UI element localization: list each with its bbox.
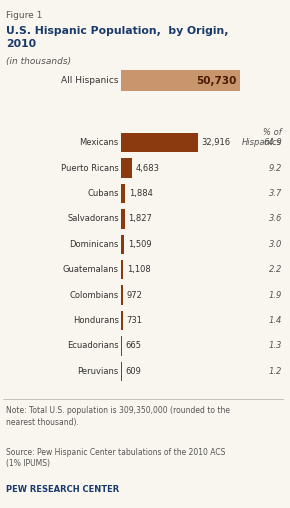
Text: % of
Hispanics: % of Hispanics: [242, 128, 282, 147]
Text: 1,884: 1,884: [129, 189, 153, 198]
Text: Colombians: Colombians: [70, 291, 119, 300]
Text: 1,827: 1,827: [128, 214, 152, 224]
Text: PEW RESEARCH CENTER: PEW RESEARCH CENTER: [6, 485, 119, 494]
Bar: [121, 235, 124, 254]
Text: Source: Pew Hispanic Center tabulations of the 2010 ACS
(1% IPUMS): Source: Pew Hispanic Center tabulations …: [6, 448, 225, 468]
Text: 972: 972: [126, 291, 142, 300]
Bar: [121, 362, 122, 381]
Text: Figure 1: Figure 1: [6, 11, 42, 20]
Text: Peruvians: Peruvians: [77, 367, 119, 376]
Bar: [121, 184, 125, 203]
Text: U.S. Hispanic Population,  by Origin,
2010: U.S. Hispanic Population, by Origin, 201…: [6, 26, 228, 49]
Text: All Hispanics: All Hispanics: [61, 76, 119, 85]
Text: Ecuadorians: Ecuadorians: [67, 341, 119, 351]
Text: 1.9: 1.9: [269, 291, 282, 300]
Text: 609: 609: [126, 367, 142, 376]
Text: (in thousands): (in thousands): [6, 57, 71, 66]
Text: Hondurans: Hondurans: [73, 316, 119, 325]
Text: 731: 731: [126, 316, 142, 325]
Text: 50,730: 50,730: [196, 76, 236, 86]
Text: Cubans: Cubans: [87, 189, 119, 198]
Text: Guatemalans: Guatemalans: [63, 265, 119, 274]
Bar: [121, 133, 198, 152]
Bar: [121, 311, 122, 330]
Text: 1.3: 1.3: [269, 341, 282, 351]
Bar: [121, 260, 123, 279]
Bar: [121, 209, 125, 229]
Bar: [121, 158, 132, 178]
Text: Dominicans: Dominicans: [69, 240, 119, 249]
Text: 3.0: 3.0: [269, 240, 282, 249]
Bar: [121, 285, 123, 305]
Text: 9.2: 9.2: [269, 164, 282, 173]
Bar: [121, 336, 122, 356]
Text: Puerto Ricans: Puerto Ricans: [61, 164, 119, 173]
Text: 64.9: 64.9: [263, 138, 282, 147]
Text: 2.2: 2.2: [269, 265, 282, 274]
Text: 665: 665: [126, 341, 142, 351]
Text: 4,683: 4,683: [135, 164, 159, 173]
Text: 1.4: 1.4: [269, 316, 282, 325]
Text: 32,916: 32,916: [201, 138, 231, 147]
Bar: [121, 70, 240, 91]
Text: 1,509: 1,509: [128, 240, 151, 249]
Text: 3.6: 3.6: [269, 214, 282, 224]
Text: 1,108: 1,108: [127, 265, 151, 274]
Text: Salvadorans: Salvadorans: [67, 214, 119, 224]
Text: 1.2: 1.2: [269, 367, 282, 376]
Text: Note: Total U.S. population is 309,350,000 (rounded to the
nearest thousand).: Note: Total U.S. population is 309,350,0…: [6, 406, 230, 427]
Text: Mexicans: Mexicans: [79, 138, 119, 147]
Text: 3.7: 3.7: [269, 189, 282, 198]
